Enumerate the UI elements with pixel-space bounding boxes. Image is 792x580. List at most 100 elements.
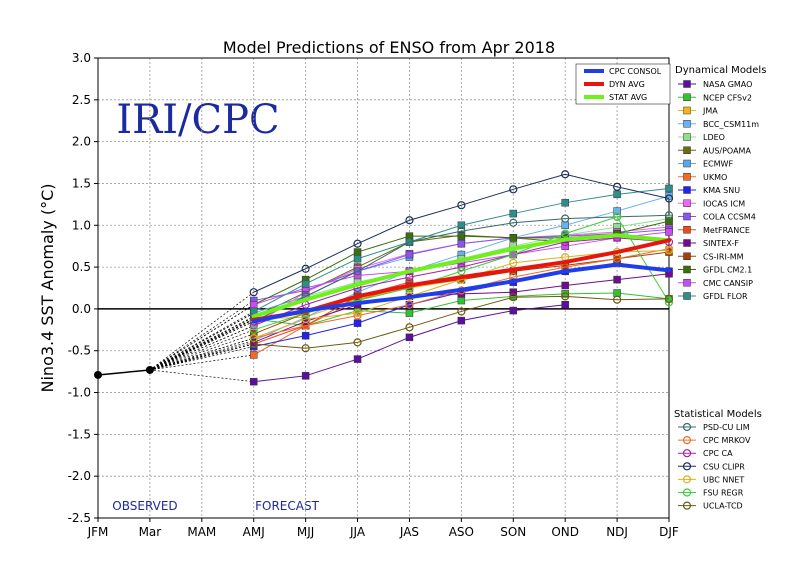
data-point xyxy=(612,212,622,222)
series-line xyxy=(253,173,670,293)
data-point xyxy=(353,311,362,320)
y-tick-label: 2.0 xyxy=(72,135,91,149)
grid xyxy=(97,57,670,519)
y-tick-label: -2.5 xyxy=(68,511,91,525)
data-point xyxy=(457,267,466,276)
legend-label: CMC CANSIP xyxy=(703,279,753,288)
forecast-connector xyxy=(149,318,254,371)
legend-label: PSD-CU LIM xyxy=(703,423,750,432)
data-point xyxy=(457,227,466,236)
legend-marker xyxy=(682,501,692,510)
legend-marker xyxy=(683,159,691,168)
legend-label: GFDL CM2.1 xyxy=(703,266,752,275)
data-point xyxy=(405,323,414,332)
data-point xyxy=(561,290,569,298)
data-point xyxy=(509,258,518,268)
data-point xyxy=(665,228,673,236)
x-tick-label: JJA xyxy=(349,525,366,539)
legend-marker xyxy=(683,120,691,128)
forecast-label: FORECAST xyxy=(255,499,319,513)
legend-marker xyxy=(683,265,691,274)
legend-marker xyxy=(682,488,692,497)
y-tick-label: 0.0 xyxy=(72,302,91,316)
data-point xyxy=(249,334,258,343)
data-point xyxy=(509,234,518,242)
legend-label: SINTEX-F xyxy=(703,239,739,248)
legend-label: JMA xyxy=(702,107,718,116)
legend-label: NCEP CFSv2 xyxy=(703,93,752,102)
x-tick-label: Mar xyxy=(139,525,162,539)
data-point xyxy=(353,267,362,276)
legend-marker xyxy=(683,106,691,115)
average-legend: CPC CONSOL DYN AVG STAT AVG xyxy=(575,63,671,105)
data-point xyxy=(405,309,414,317)
data-point xyxy=(509,209,518,218)
data-point xyxy=(613,289,621,297)
legend-marker xyxy=(683,212,691,221)
data-point xyxy=(613,275,621,284)
legend-marker xyxy=(683,93,691,101)
data-point xyxy=(665,192,673,200)
data-point xyxy=(665,217,673,225)
y-axis-label: Nino3.4 SST Anomaly (°C) xyxy=(38,184,57,393)
legend-label: UCLA-TCD xyxy=(703,502,743,511)
forecast-connector xyxy=(149,316,254,371)
x-tick-label: JAS xyxy=(399,525,419,539)
legend-marker xyxy=(683,186,691,194)
dynamical-legend-title: Dynamical Models xyxy=(675,65,766,76)
forecast-connector xyxy=(149,325,254,371)
data-point xyxy=(249,288,258,297)
data-point xyxy=(664,194,674,203)
data-point xyxy=(457,221,466,230)
data-point xyxy=(664,211,674,220)
legend-label: CS-IRI-MM xyxy=(703,252,744,261)
data-point xyxy=(405,273,414,282)
data-point xyxy=(249,325,258,334)
y-tick-label: 1.0 xyxy=(72,218,91,232)
data-point xyxy=(561,214,570,223)
data-point xyxy=(613,207,621,215)
y-tick-label: -1.0 xyxy=(68,386,91,400)
data-point xyxy=(509,288,518,296)
dynamical-models-legend: Dynamical Models NASA GMAO NCEP CFSv2 JMA BC… xyxy=(675,65,766,301)
data-point xyxy=(561,170,570,179)
data-point xyxy=(561,300,569,309)
data-point xyxy=(405,237,414,247)
data-point xyxy=(353,308,362,318)
data-point xyxy=(353,319,362,327)
legend-marker xyxy=(682,475,692,484)
legend-label: IOCAS ICM xyxy=(703,199,745,208)
data-point xyxy=(613,190,621,199)
data-point xyxy=(457,316,466,325)
legend-label: CPC MRKOV xyxy=(703,436,751,445)
legend-label: CPC CONSOL xyxy=(609,67,662,76)
data-point xyxy=(612,295,622,304)
y-tick-label: 3.0 xyxy=(72,51,91,65)
data-point xyxy=(457,239,466,248)
forecast-connector xyxy=(149,354,254,371)
legend-label: CPC CA xyxy=(703,449,733,458)
data-point xyxy=(301,264,310,273)
data-point xyxy=(561,292,570,301)
data-point xyxy=(301,280,310,288)
forecast-connector xyxy=(149,319,254,371)
data-point xyxy=(353,338,362,347)
legend-marker xyxy=(683,226,691,234)
chart-title: Model Predictions of ENSO from Apr 2018 xyxy=(223,38,555,57)
data-point xyxy=(561,229,570,238)
observed-point xyxy=(145,365,154,374)
forecast-connector xyxy=(149,304,254,371)
series-line xyxy=(253,214,670,322)
average-line xyxy=(251,233,671,319)
y-tick-label: 0.5 xyxy=(72,260,91,274)
series-line xyxy=(253,237,670,327)
data-point xyxy=(457,232,466,240)
data-point xyxy=(561,198,569,207)
legend-label: KMA SNU xyxy=(703,186,740,195)
data-point xyxy=(353,355,362,363)
observed-line xyxy=(97,369,150,376)
data-point xyxy=(301,317,310,326)
legend-marker xyxy=(682,422,692,432)
